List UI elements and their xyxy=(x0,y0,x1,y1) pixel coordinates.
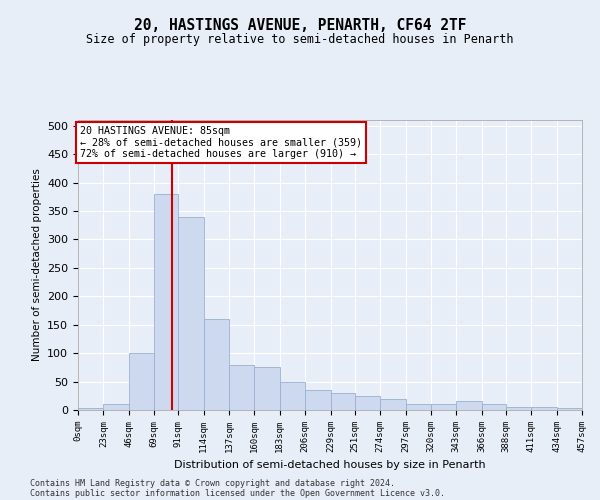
Bar xyxy=(229,364,254,410)
Text: Size of property relative to semi-detached houses in Penarth: Size of property relative to semi-detach… xyxy=(86,32,514,46)
Bar xyxy=(557,408,582,410)
Bar xyxy=(254,368,280,410)
Y-axis label: Number of semi-detached properties: Number of semi-detached properties xyxy=(32,168,41,362)
Text: Contains public sector information licensed under the Open Government Licence v3: Contains public sector information licen… xyxy=(30,488,445,498)
Text: 20 HASTINGS AVENUE: 85sqm
← 28% of semi-detached houses are smaller (359)
72% of: 20 HASTINGS AVENUE: 85sqm ← 28% of semi-… xyxy=(80,126,362,159)
Bar xyxy=(280,382,305,410)
Bar xyxy=(305,390,331,410)
Bar xyxy=(103,404,129,410)
Bar xyxy=(431,404,456,410)
Bar xyxy=(204,319,229,410)
Bar xyxy=(331,393,355,410)
Bar xyxy=(129,353,154,410)
Bar xyxy=(78,408,103,410)
Bar xyxy=(456,402,482,410)
X-axis label: Distribution of semi-detached houses by size in Penarth: Distribution of semi-detached houses by … xyxy=(174,460,486,470)
Bar xyxy=(482,404,506,410)
Bar xyxy=(506,407,531,410)
Bar xyxy=(355,396,380,410)
Bar xyxy=(178,216,204,410)
Text: 20, HASTINGS AVENUE, PENARTH, CF64 2TF: 20, HASTINGS AVENUE, PENARTH, CF64 2TF xyxy=(134,18,466,32)
Text: Contains HM Land Registry data © Crown copyright and database right 2024.: Contains HM Land Registry data © Crown c… xyxy=(30,478,395,488)
Bar xyxy=(154,194,178,410)
Bar xyxy=(380,398,406,410)
Bar xyxy=(406,404,431,410)
Bar xyxy=(531,407,557,410)
